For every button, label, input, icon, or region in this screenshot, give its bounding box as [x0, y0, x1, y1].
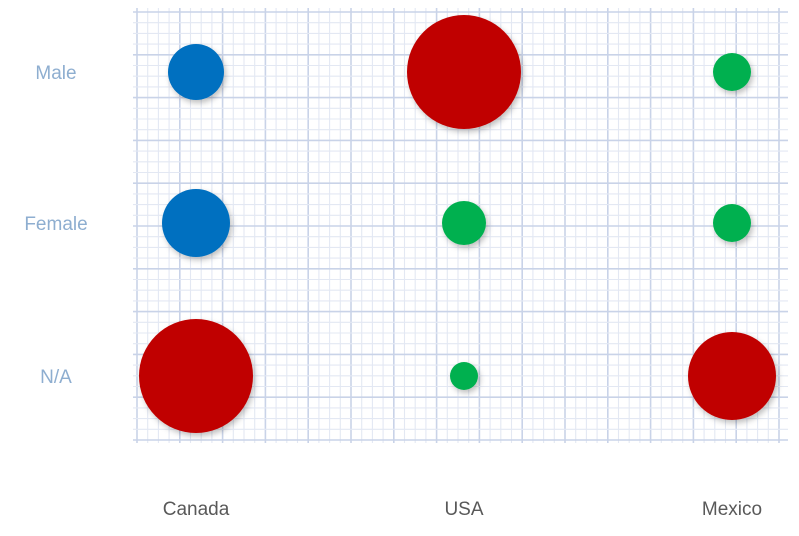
y-tick-label: N/A	[40, 367, 72, 388]
y-tick-label: Female	[24, 214, 87, 235]
bubble-usa-female	[442, 201, 486, 245]
plot-grid	[133, 8, 788, 443]
x-tick-label: Canada	[163, 499, 230, 520]
y-axis: Male Female N/A	[24, 63, 87, 388]
x-axis: Canada USA Mexico	[163, 499, 762, 520]
x-tick-label: USA	[444, 499, 483, 520]
bubble-mexico-na	[688, 332, 776, 420]
bubble-series	[139, 15, 776, 433]
bubble-mexico-male	[713, 53, 751, 91]
bubble-mexico-female	[713, 204, 751, 242]
bubble-usa-na	[450, 362, 478, 390]
y-tick-label: Male	[35, 63, 76, 84]
bubble-canada-male	[168, 44, 224, 100]
x-tick-label: Mexico	[702, 499, 762, 520]
bubble-canada-female	[162, 189, 230, 257]
bubble-canada-na	[139, 319, 253, 433]
bubble-usa-male	[407, 15, 521, 129]
